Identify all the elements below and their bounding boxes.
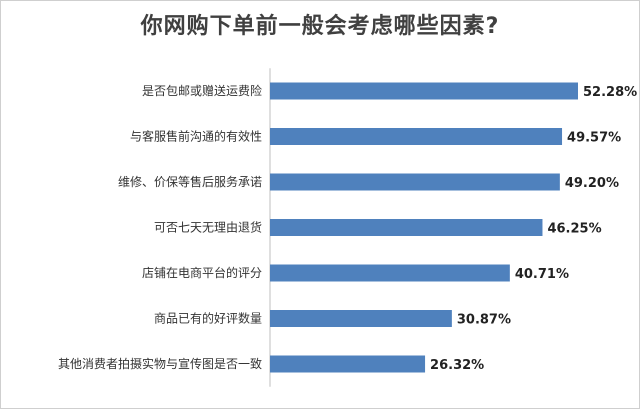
bar: [270, 310, 452, 327]
data-label: 49.20%: [565, 176, 619, 191]
data-label: 30.87%: [457, 313, 511, 328]
data-label: 49.57%: [567, 131, 621, 146]
bar: [270, 264, 510, 282]
category-label: 是否包邮或赠送运费险: [142, 83, 262, 98]
category-label: 其他消费者拍摄实物与宣传图是否一致: [58, 356, 262, 371]
chart-title: 你网购下单前一般会考虑哪些因素?: [140, 14, 500, 39]
category-label: 店铺在电商平台的评分: [142, 265, 262, 280]
bar: [270, 219, 543, 236]
data-label: 26.32%: [430, 358, 484, 373]
bar: [270, 173, 560, 191]
data-label: 46.25%: [547, 222, 601, 237]
bar: [270, 82, 578, 100]
bar: [270, 355, 426, 373]
data-label: 40.71%: [515, 267, 569, 282]
bar: [270, 128, 563, 145]
category-label: 可否七天无理由退货: [154, 220, 262, 235]
category-label: 与客服售前沟通的有效性: [130, 129, 262, 144]
category-label: 商品已有的好评数量: [154, 311, 262, 326]
data-label: 52.28%: [583, 85, 637, 100]
category-label: 维修、价保等售后服务承诺: [118, 174, 262, 189]
